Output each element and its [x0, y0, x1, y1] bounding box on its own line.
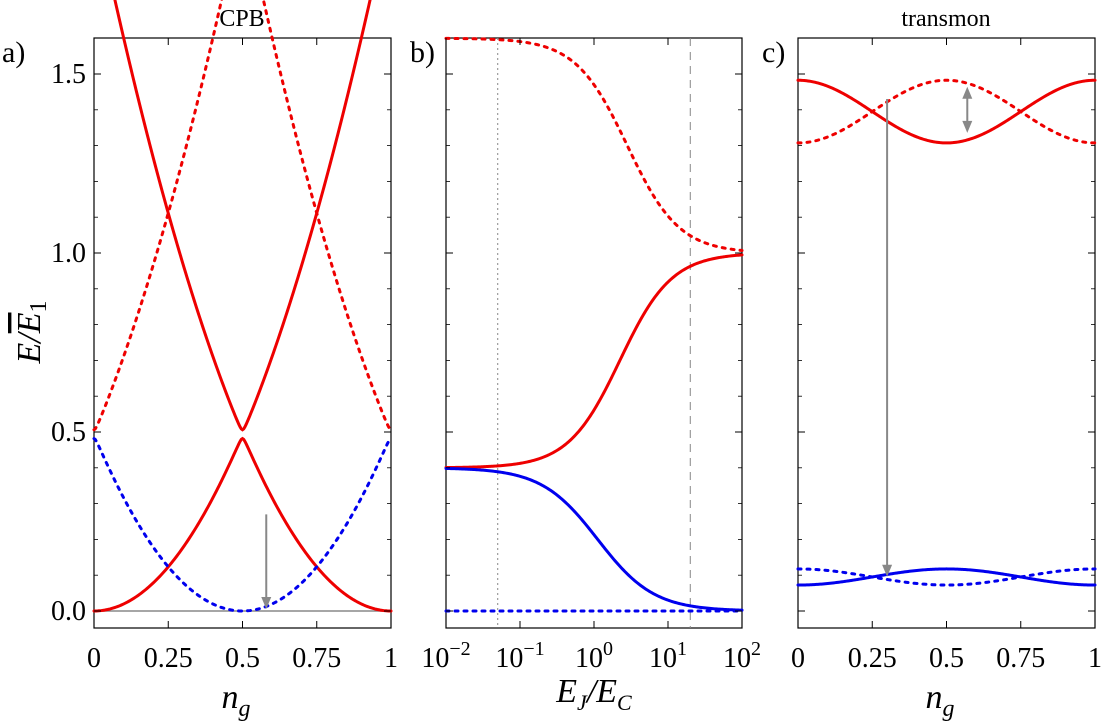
- y-axis-label: E/E1: [11, 301, 52, 365]
- transition-arrow-head: [882, 564, 893, 577]
- x-tick-label: 0.25: [848, 643, 897, 674]
- series-line-2: [444, 253, 744, 470]
- y-tick-label: 0.5: [51, 417, 86, 448]
- panel-a-label: a): [2, 36, 25, 69]
- x-tick-label: 0.25: [144, 643, 193, 674]
- x-tick-label: 102: [723, 638, 761, 674]
- series-line-1: [92, 436, 393, 613]
- series-line-3: [444, 466, 744, 612]
- x-tick-exponent: 1: [677, 638, 687, 660]
- series-line-1: [796, 78, 1097, 145]
- series-line-1: [444, 36, 744, 252]
- panel-b-plot: [444, 36, 744, 628]
- panel-c-label: c): [762, 36, 785, 69]
- series-line-4: [92, 0, 393, 432]
- dispersion-arrow-head-top: [962, 86, 973, 99]
- x-tick-label: 0: [87, 643, 101, 674]
- x-tick-label: 0: [791, 643, 805, 674]
- x-axis-label-b: EJ/EC: [555, 673, 632, 715]
- x-tick-label: 0.5: [929, 643, 964, 674]
- series-line-3: [92, 437, 393, 613]
- svg-text:E/E1: E/E1: [11, 301, 52, 365]
- panel-a-frame: [93, 37, 392, 629]
- x-tick-label: 0.5: [225, 643, 260, 674]
- panel-c-frame: [797, 37, 1096, 629]
- x-tick-label: 10−2: [421, 638, 470, 674]
- x-tick-base: 10: [495, 643, 523, 674]
- panel-a-plot: [92, 0, 393, 613]
- transition-arrow-head: [261, 597, 272, 609]
- x-tick-label: 10−1: [495, 638, 544, 674]
- dispersion-arrow-head-bottom: [962, 120, 973, 133]
- x-tick-label: 101: [649, 638, 687, 674]
- x-tick-base: 10: [575, 643, 603, 674]
- x-tick-label: 1: [1088, 643, 1102, 674]
- tick-layer: 0 0.25 0.5 0.75 10.00.51.01.50 0.25 0.5 0.75 110…: [51, 38, 1102, 674]
- panel-c-plot: [796, 78, 1097, 587]
- x-tick-exponent: 2: [751, 638, 761, 660]
- x-tick-label: 0.75: [996, 643, 1045, 674]
- series-line-3: [796, 567, 1097, 587]
- x-tick-exponent: −1: [523, 638, 544, 660]
- x-tick-base: 10: [649, 643, 677, 674]
- panel-a-title: CPB: [219, 6, 264, 32]
- panel-b-frame: [445, 37, 743, 629]
- series-line-2: [796, 78, 1097, 145]
- svg-text:ng: ng: [222, 679, 251, 722]
- panel-b-label: b): [410, 36, 435, 69]
- x-axis-label-c: ng: [926, 679, 955, 722]
- x-tick-exponent: −2: [449, 638, 470, 660]
- svg-text:EJ/EC: EJ/EC: [555, 673, 632, 715]
- x-axis-label-a: ng: [222, 679, 251, 722]
- panel-c-title: transmon: [901, 6, 990, 32]
- x-tick-exponent: 0: [603, 638, 613, 660]
- x-tick-label: 0.75: [292, 643, 341, 674]
- y-tick-label: 1.0: [51, 238, 86, 269]
- x-tick-base: 10: [421, 643, 449, 674]
- series-line-2: [113, 0, 372, 432]
- x-tick-label: 100: [575, 638, 613, 674]
- x-tick-base: 10: [723, 643, 751, 674]
- y-tick-label: 0.0: [51, 596, 86, 627]
- svg-text:ng: ng: [926, 679, 955, 722]
- y-tick-label: 1.5: [51, 59, 86, 90]
- x-tick-label: 1: [384, 643, 398, 674]
